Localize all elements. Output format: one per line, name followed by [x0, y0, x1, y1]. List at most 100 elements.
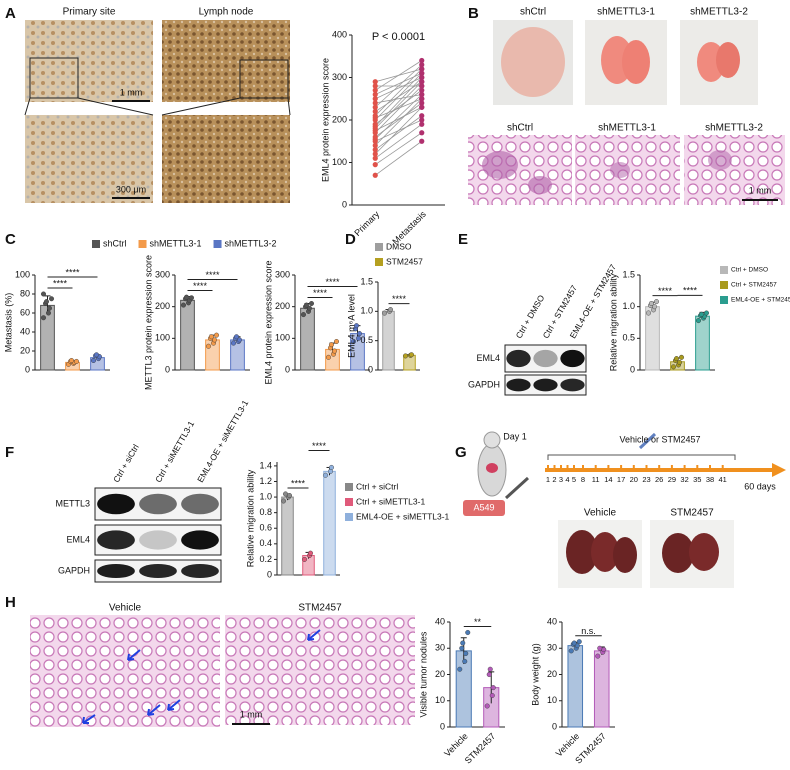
point	[44, 299, 50, 305]
point	[576, 639, 582, 645]
legend-swatch	[345, 483, 353, 491]
point	[180, 302, 186, 308]
sig-label: n.s.	[581, 626, 596, 636]
bar	[281, 496, 294, 576]
sig-label: ****	[193, 281, 208, 291]
point	[41, 291, 47, 297]
legend-swatch	[375, 243, 383, 251]
blot-band	[181, 530, 219, 550]
y-tick-label: 0	[630, 364, 635, 374]
point	[419, 121, 425, 127]
legend-swatch	[720, 281, 728, 289]
legend-label: Ctrl + STM2457	[731, 282, 777, 289]
y-tick-label: 0	[165, 364, 170, 374]
image-title: Vehicle	[584, 508, 617, 519]
point	[329, 464, 335, 470]
point	[372, 155, 378, 161]
point	[484, 703, 490, 709]
cell-label: A549	[473, 502, 494, 512]
pair-line	[375, 119, 422, 142]
image-title: shMETTL3-2	[705, 123, 763, 134]
point	[419, 113, 425, 119]
point	[308, 550, 314, 556]
y-axis-label: METTL3 protein expression score	[143, 255, 153, 390]
point	[372, 108, 378, 115]
y-axis-label: EML4 protein expression score	[320, 58, 330, 182]
point	[73, 358, 79, 364]
y-axis-label: Relative migration ability	[245, 469, 255, 567]
point	[654, 299, 660, 305]
y-tick-label: 0	[267, 569, 272, 579]
image-title: STM2457	[298, 603, 342, 614]
y-tick-label: 40	[20, 326, 30, 336]
image-title: Vehicle	[109, 603, 142, 614]
sig-label: ****	[53, 278, 68, 288]
image-title: Lymph node	[199, 7, 254, 18]
pair-line	[375, 94, 422, 104]
point	[674, 356, 680, 362]
day-label: Day 1	[503, 431, 527, 441]
bar	[593, 650, 610, 728]
y-tick-label: 20	[435, 669, 445, 679]
y-tick-label: 1.4	[259, 460, 272, 470]
panel-a-images	[24, 20, 291, 203]
sig-label: ****	[65, 267, 80, 277]
point	[372, 151, 378, 157]
y-tick-label: 0.2	[259, 554, 272, 564]
point	[372, 134, 378, 140]
image-title: shCtrl	[520, 7, 546, 18]
sig-label: ****	[312, 441, 327, 451]
y-tick-label: 60	[20, 307, 30, 317]
point	[372, 96, 378, 102]
day-label: 11	[592, 475, 600, 484]
blot-band	[139, 563, 177, 579]
day-label: 2	[552, 475, 556, 484]
point	[646, 310, 652, 316]
point	[326, 354, 332, 360]
pair-line	[375, 115, 422, 151]
point	[457, 666, 463, 672]
panel-label: C	[5, 231, 16, 248]
point	[372, 83, 378, 89]
y-tick-label: 1.0	[259, 491, 272, 501]
legend-label: shMETTL3-1	[150, 238, 202, 248]
image-title: shMETTL3-1	[597, 7, 655, 18]
legend-swatch	[345, 513, 353, 521]
point	[696, 318, 702, 324]
point	[372, 162, 378, 168]
point	[357, 331, 363, 337]
point	[419, 57, 425, 64]
pair-line	[375, 140, 422, 176]
day-label: 29	[668, 475, 676, 484]
y-tick-label: 10	[435, 695, 445, 705]
bar	[695, 315, 710, 371]
day-label: 23	[642, 475, 650, 484]
point	[213, 332, 219, 338]
y-tick-label: 1.0	[622, 301, 635, 311]
legend-label: EML4-OE + siMETTL3-1	[356, 511, 450, 521]
scale-label: 1 mm	[120, 87, 143, 97]
point	[356, 335, 362, 341]
day-label: 3	[559, 475, 563, 484]
bar	[300, 307, 315, 371]
end-label: 60 days	[744, 481, 776, 491]
point	[460, 640, 466, 646]
pair-line	[375, 98, 422, 119]
sig-label: ****	[205, 270, 220, 280]
image-title: Primary site	[63, 7, 116, 18]
point	[354, 323, 360, 329]
y-tick-label: 0.6	[259, 523, 272, 533]
y-tick-label: 200	[155, 301, 170, 311]
bar	[382, 310, 395, 371]
point	[372, 104, 378, 110]
day-label: 38	[706, 475, 714, 484]
pair-line	[375, 81, 422, 112]
scale-label: 1 mm	[749, 185, 772, 195]
pair-line	[375, 132, 422, 165]
legend-label: shMETTL3-2	[225, 238, 277, 248]
point	[568, 648, 574, 654]
panel-g-drawing	[463, 431, 786, 588]
point	[489, 693, 495, 699]
y-tick-label: 0.8	[259, 507, 272, 517]
point	[409, 352, 415, 358]
